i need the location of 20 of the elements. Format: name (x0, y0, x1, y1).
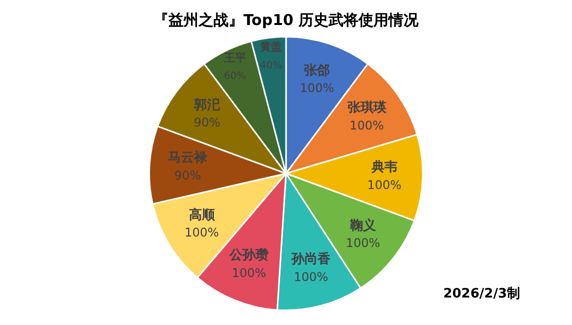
slice-label: 马云禄 (168, 150, 208, 166)
data-label: 90% (174, 168, 202, 182)
data-label: 90% (194, 116, 220, 130)
slice-label: 郭汜 (193, 96, 222, 113)
data-label: 100% (346, 236, 380, 250)
data-label: 100% (232, 266, 266, 280)
slice-label: 张郃 (304, 63, 330, 78)
data-label: 100% (184, 226, 219, 240)
data-label: 100% (367, 178, 402, 192)
slice-label: 公孙瓒 (228, 248, 270, 264)
slice-label: 高顺 (188, 206, 216, 223)
slice-label: 孙尚香 (290, 251, 332, 268)
chart-title: 『益州之战』Top10 历史武将使用情况 (153, 10, 420, 29)
data-label: 100% (350, 118, 384, 132)
slice-label: 鞠义 (348, 217, 377, 234)
slice-label: 典韦 (370, 160, 398, 176)
slice-label: 张琪瑛 (347, 100, 388, 116)
text: 2026/2/3制 (443, 286, 520, 302)
data-label: 100% (300, 81, 334, 96)
data-label: 100% (294, 270, 328, 284)
